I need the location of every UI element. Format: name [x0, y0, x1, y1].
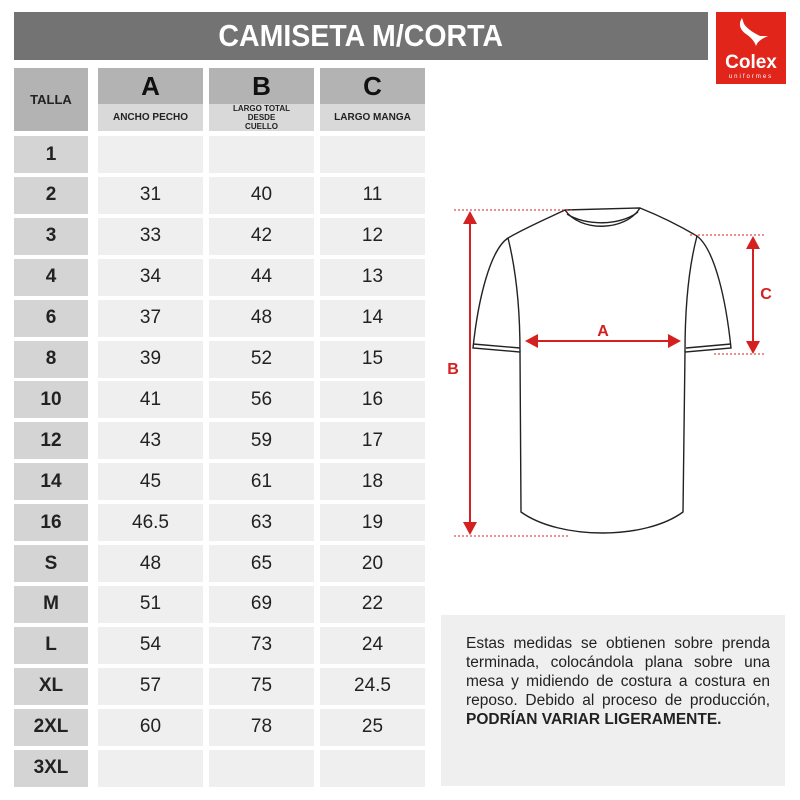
column-b-label: LARGO TOTAL DESDE CUELLO	[209, 104, 314, 131]
largo-total-cell: 52	[209, 340, 314, 378]
label-a: A	[597, 323, 609, 340]
largo-total-cell: 61	[209, 463, 314, 501]
label-b: B	[447, 361, 459, 378]
largo-total-cell: 73	[209, 626, 314, 664]
column-a-letter: A	[98, 68, 203, 104]
talla-cell: 3	[14, 217, 88, 255]
note-text: Estas medidas se obtienen sobre prenda t…	[466, 635, 770, 709]
page-title: CAMISETA M/CORTA	[14, 12, 708, 60]
largo-manga-cell: 18	[320, 463, 425, 501]
largo-manga-cell: 16	[320, 381, 425, 419]
bird-icon	[739, 18, 768, 46]
talla-cell: 10	[14, 381, 88, 419]
ancho-pecho-cell: 54	[98, 626, 203, 664]
ancho-pecho-cell	[98, 136, 203, 173]
logo-brand: Colex	[725, 52, 777, 73]
ancho-pecho-cell: 37	[98, 299, 203, 337]
ancho-pecho-cell: 60	[98, 708, 203, 746]
talla-cell: 16	[14, 504, 88, 542]
ancho-pecho-cell: 34	[98, 258, 203, 296]
ancho-pecho-cell: 57	[98, 667, 203, 705]
largo-manga-cell	[320, 749, 425, 787]
largo-manga-cell: 24	[320, 626, 425, 664]
talla-cell: 12	[14, 422, 88, 460]
column-c-letter: C	[320, 68, 425, 104]
ancho-pecho-cell: 48	[98, 545, 203, 582]
ancho-pecho-cell: 46.5	[98, 504, 203, 542]
column-a-label: ANCHO PECHO	[98, 104, 203, 131]
measure-arrows	[463, 211, 760, 535]
ancho-pecho-cell: 45	[98, 463, 203, 501]
talla-cell: L	[14, 626, 88, 664]
largo-manga-cell: 19	[320, 504, 425, 542]
largo-total-cell: 78	[209, 708, 314, 746]
talla-cell: 6	[14, 299, 88, 337]
column-c-label: LARGO MANGA	[320, 104, 425, 131]
title-text: CAMISETA M/CORTA	[218, 18, 504, 53]
talla-cell: S	[14, 545, 88, 582]
largo-total-cell: 40	[209, 176, 314, 214]
largo-total-cell: 44	[209, 258, 314, 296]
column-b-letter: B	[209, 68, 314, 104]
measure-lines	[454, 209, 765, 537]
colex-logo: Colex uniformes	[716, 12, 786, 84]
largo-total-cell: 48	[209, 299, 314, 337]
largo-manga-cell: 22	[320, 585, 425, 623]
talla-cell: 4	[14, 258, 88, 296]
talla-cell: M	[14, 585, 88, 623]
talla-cell: 2XL	[14, 708, 88, 746]
largo-total-cell	[209, 136, 314, 173]
ancho-pecho-cell: 43	[98, 422, 203, 460]
largo-manga-cell: 13	[320, 258, 425, 296]
ancho-pecho-cell	[98, 749, 203, 787]
talla-cell: 14	[14, 463, 88, 501]
ancho-pecho-cell: 31	[98, 176, 203, 214]
ancho-pecho-cell: 39	[98, 340, 203, 378]
ancho-pecho-cell: 33	[98, 217, 203, 255]
largo-manga-cell: 17	[320, 422, 425, 460]
largo-manga-cell: 24.5	[320, 667, 425, 705]
largo-total-cell: 56	[209, 381, 314, 419]
largo-manga-cell: 20	[320, 545, 425, 582]
talla-cell: XL	[14, 667, 88, 705]
talla-cell: 8	[14, 340, 88, 378]
largo-manga-cell	[320, 136, 425, 173]
label-c: C	[760, 286, 772, 303]
note-warning: PODRÍAN VARIAR LIGERAMENTE.	[466, 711, 722, 728]
largo-total-cell: 69	[209, 585, 314, 623]
note-paragraph: Estas medidas se obtienen sobre prenda t…	[466, 634, 770, 729]
largo-total-cell: 63	[209, 504, 314, 542]
talla-header: TALLA	[14, 68, 88, 131]
talla-cell: 1	[14, 136, 88, 173]
largo-total-cell: 65	[209, 545, 314, 582]
largo-manga-cell: 25	[320, 708, 425, 746]
ancho-pecho-cell: 51	[98, 585, 203, 623]
talla-cell: 2	[14, 176, 88, 214]
largo-manga-cell: 15	[320, 340, 425, 378]
largo-manga-cell: 14	[320, 299, 425, 337]
logo-sub: uniformes	[728, 74, 774, 80]
ancho-pecho-cell: 41	[98, 381, 203, 419]
largo-total-cell: 59	[209, 422, 314, 460]
measurement-note: Estas medidas se obtienen sobre prenda t…	[441, 615, 785, 786]
largo-total-cell: 42	[209, 217, 314, 255]
largo-manga-cell: 12	[320, 217, 425, 255]
largo-total-cell: 75	[209, 667, 314, 705]
largo-manga-cell: 11	[320, 176, 425, 214]
largo-total-cell	[209, 749, 314, 787]
tshirt-outline	[472, 207, 732, 534]
talla-cell: 3XL	[14, 749, 88, 787]
